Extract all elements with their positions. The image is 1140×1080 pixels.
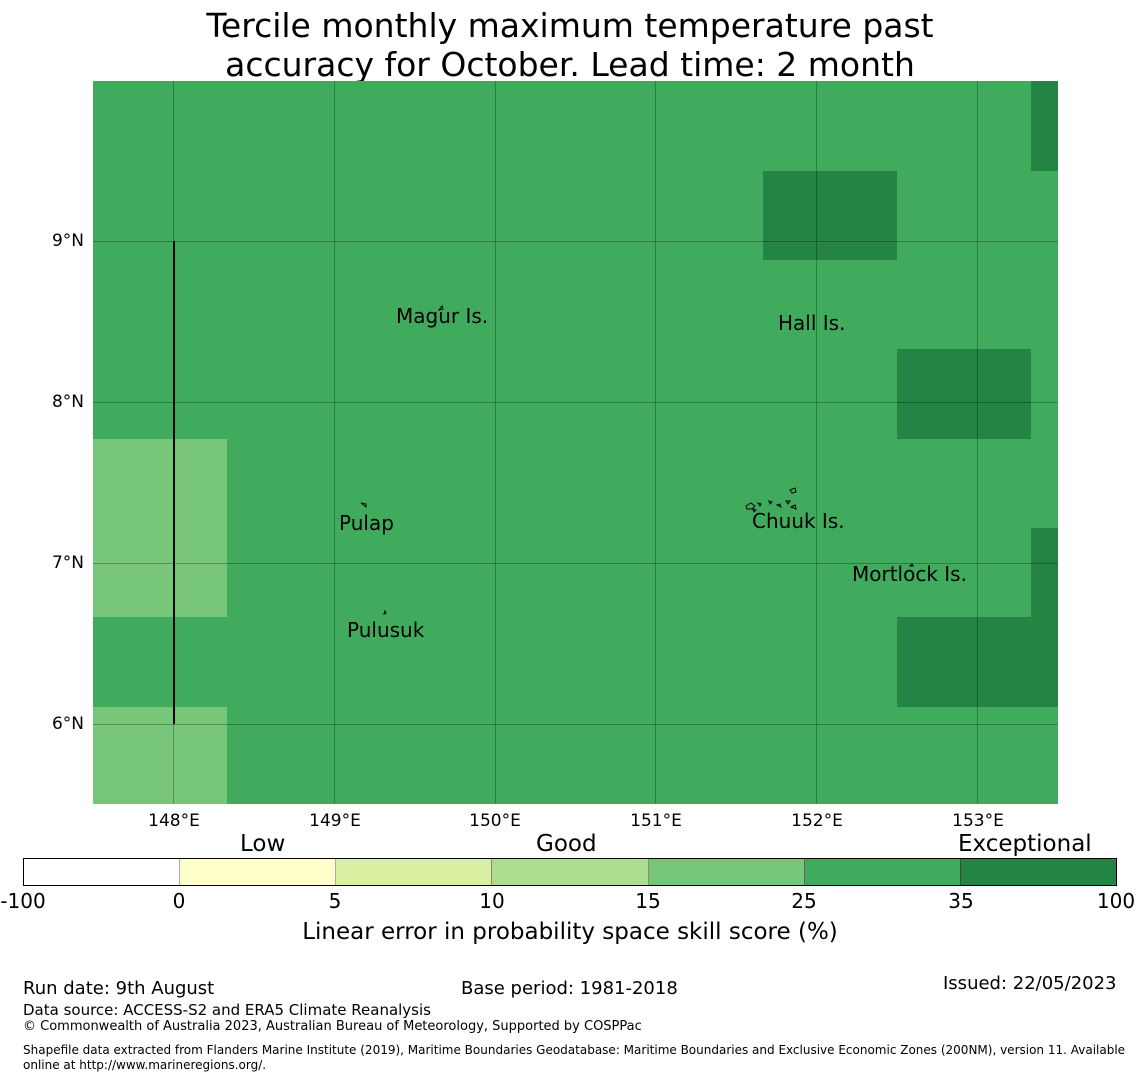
- legend-category-good: Good: [536, 831, 597, 857]
- y-tick-9n: 9°N: [51, 231, 84, 251]
- x-tick-148e: 148°E: [148, 811, 200, 831]
- mortlock-island-shape: [908, 563, 914, 567]
- gridline-151e: [655, 81, 656, 804]
- y-tick-7n: 7°N: [51, 553, 84, 573]
- magur-island-shape: [437, 304, 444, 311]
- color-bar-tick: 10: [479, 889, 505, 913]
- color-bar-tick: 0: [172, 889, 186, 913]
- y-tick-6n: 6°N: [51, 714, 84, 734]
- gridline-153e: [977, 81, 978, 804]
- label-chuuk-is: Chuuk Is.: [752, 509, 845, 533]
- color-bar-tick: 35: [948, 889, 974, 913]
- maritime-boundary-line: [173, 241, 175, 724]
- island-outlines: [360, 304, 914, 615]
- issued-date: Issued: 22/05/2023: [943, 973, 1117, 994]
- x-tick-149e: 149°E: [309, 811, 361, 831]
- x-tick-152e: 152°E: [791, 811, 843, 831]
- light-cell-west-7n: [93, 439, 227, 617]
- legend-category-low: Low: [240, 831, 286, 857]
- color-bar-segment: [647, 859, 804, 885]
- color-bar-segment: [335, 859, 492, 885]
- dark-cell-east-8n: [897, 349, 1031, 439]
- label-magur-is: Magur Is.: [396, 304, 489, 328]
- map-area: Magur Is. Hall Is. Pulap Chuuk Is. Mortl…: [93, 81, 1058, 804]
- copyright: © Commonwealth of Australia 2023, Austra…: [23, 1019, 642, 1034]
- label-mortlock-is: Mortlock Is.: [852, 562, 967, 586]
- title-line-1: Tercile monthly maximum temperature past: [206, 6, 934, 45]
- light-cell-west-6n: [93, 707, 227, 804]
- run-date: Run date: 9th August: [23, 978, 215, 999]
- gridline-8n: [93, 402, 1058, 403]
- dark-cell-hall: [763, 171, 897, 260]
- x-tick-153e: 153°E: [952, 811, 1004, 831]
- gridline-149e: [334, 81, 335, 804]
- color-bar-segment: [179, 859, 336, 885]
- color-bar-segment: [803, 859, 960, 885]
- color-bar-tick: 15: [635, 889, 661, 913]
- shapefile-credit-line-2: online at http://www.marineregions.org/.: [23, 1058, 267, 1072]
- shapefile-credit-line-1: Shapefile data extracted from Flanders M…: [23, 1043, 1126, 1057]
- color-bar-segment: [491, 859, 648, 885]
- pulap-island-shape: [360, 502, 367, 509]
- gridline-7n: [93, 563, 1058, 564]
- dark-cell-northeast: [1031, 81, 1058, 171]
- color-bar-segment: [959, 859, 1116, 885]
- y-tick-8n: 8°N: [51, 392, 84, 412]
- gridline-9n: [93, 241, 1058, 242]
- label-hall-is: Hall Is.: [778, 311, 846, 335]
- color-bar-tick: 100: [1096, 889, 1136, 913]
- color-bar: [23, 858, 1117, 886]
- label-pulusuk: Pulusuk: [347, 618, 425, 642]
- label-pulap: Pulap: [339, 511, 394, 535]
- pulusuk-island-shape: [383, 609, 387, 615]
- dark-cell-east-6n: [897, 617, 1058, 707]
- color-bar-tick: -100: [0, 889, 46, 913]
- color-bar-tick: 5: [328, 889, 342, 913]
- color-bar-tick: 25: [791, 889, 817, 913]
- dark-cell-east-7n: [1031, 528, 1058, 617]
- chart-title: Tercile monthly maximum temperature past…: [0, 6, 1140, 84]
- data-source: Data source: ACCESS-S2 and ERA5 Climate …: [23, 1001, 431, 1019]
- gridline-152e: [816, 81, 817, 804]
- gridline-150e: [495, 81, 496, 804]
- x-tick-151e: 151°E: [630, 811, 682, 831]
- legend-category-exceptional: Exceptional: [958, 831, 1092, 857]
- color-bar-segment: [24, 859, 180, 885]
- title-line-2: accuracy for October. Lead time: 2 month: [225, 45, 915, 84]
- gridline-6n: [93, 724, 1058, 725]
- color-bar-label: Linear error in probability space skill …: [302, 919, 838, 945]
- chuuk-lagoon-islands: [745, 487, 797, 513]
- base-period: Base period: 1981-2018: [461, 978, 678, 999]
- x-tick-150e: 150°E: [469, 811, 521, 831]
